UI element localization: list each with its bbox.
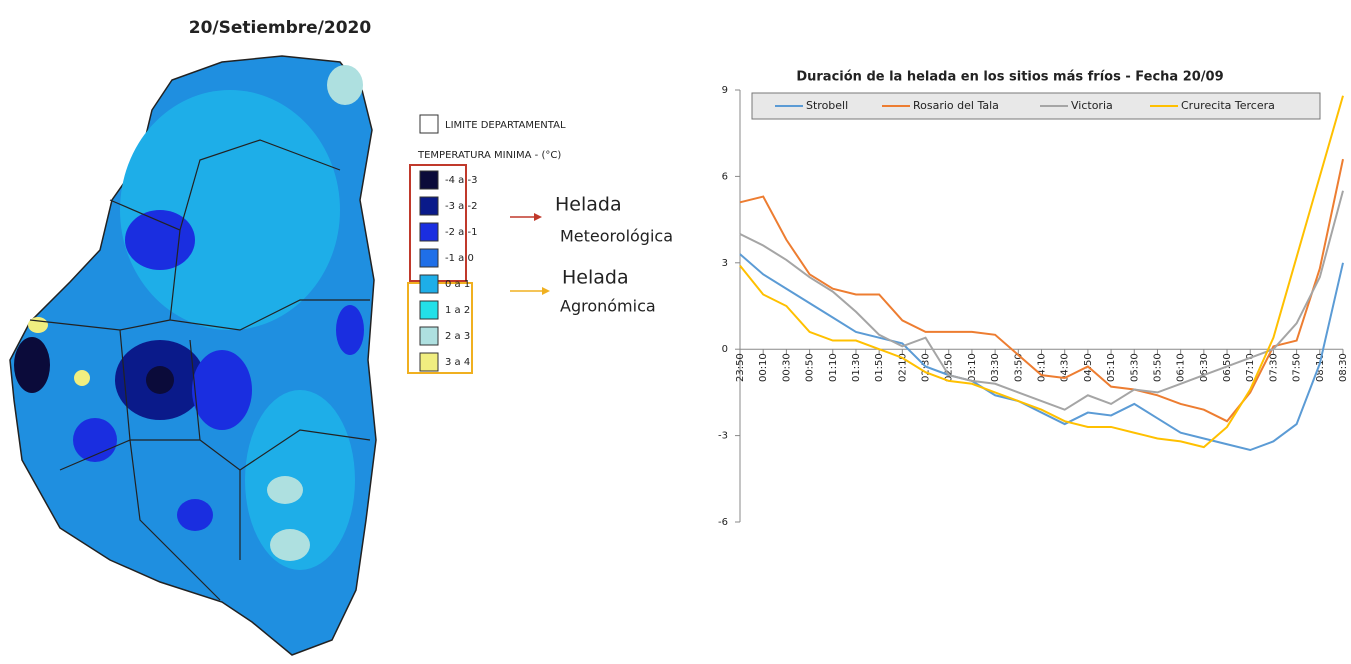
annotation: Helada <box>562 267 629 289</box>
zone <box>120 90 340 330</box>
zone <box>125 210 195 270</box>
x-tick-label: 03:50 <box>1013 353 1024 382</box>
x-tick-label: 00:10 <box>758 353 769 382</box>
class-label: -2 a -1 <box>445 227 477 238</box>
map <box>9 55 377 656</box>
zone <box>28 317 48 333</box>
class-swatch <box>419 248 439 268</box>
x-tick-label: 01:50 <box>874 353 885 382</box>
series-line <box>739 190 1344 411</box>
x-tick-label: 08:30 <box>1338 353 1349 382</box>
legend-border-label: LIMITE DEPARTAMENTAL <box>445 120 566 131</box>
map-title: 20/Setiembre/2020 <box>189 18 372 38</box>
x-tick-label: 00:50 <box>805 353 816 382</box>
x-tick-label: 03:10 <box>967 353 978 382</box>
chart-title: Duración de la helada en los sitios más … <box>796 70 1223 85</box>
x-tick-label: 06:50 <box>1222 353 1233 382</box>
legend-title: TEMPERATURA MINIMA - (°C) <box>417 150 561 161</box>
x-tick-label: 02:10 <box>897 353 908 382</box>
zone <box>14 337 50 393</box>
legend-label: Victoria <box>1071 99 1113 112</box>
zone <box>73 418 117 462</box>
legend-label: Strobell <box>806 99 848 112</box>
annotation: Helada <box>555 194 622 216</box>
annotation: Agronómica <box>560 297 656 316</box>
zone <box>177 499 213 531</box>
arrow-head <box>534 213 542 221</box>
x-tick-label: 07:50 <box>1292 353 1303 382</box>
class-swatch <box>419 196 439 216</box>
y-tick-label: -3 <box>718 431 728 442</box>
zone <box>327 65 363 105</box>
class-label: 3 a 4 <box>445 357 470 368</box>
x-tick-label: 05:10 <box>1106 353 1117 382</box>
class-swatch <box>419 300 439 320</box>
series-line <box>739 253 1344 452</box>
class-swatch <box>419 222 439 242</box>
class-label: -4 a -3 <box>445 175 477 186</box>
class-swatch <box>419 352 439 372</box>
class-swatch <box>419 274 439 294</box>
arrow-head <box>542 287 550 295</box>
x-tick-label: 01:30 <box>851 353 862 382</box>
zone <box>336 305 364 355</box>
zone <box>270 529 310 561</box>
series-line <box>739 95 1344 449</box>
y-tick-label: 0 <box>722 344 728 355</box>
border-swatch <box>419 114 439 134</box>
y-tick-label: 6 <box>722 171 728 182</box>
zone <box>192 350 252 430</box>
class-label: 1 a 2 <box>445 305 470 316</box>
legend-box <box>751 92 1321 120</box>
x-tick-label: 04:10 <box>1037 353 1048 382</box>
zone <box>74 370 90 386</box>
annotation: Meteorológica <box>560 227 673 246</box>
class-swatch <box>419 170 439 190</box>
x-tick-label: 07:10 <box>1245 353 1256 382</box>
class-label: -3 a -2 <box>445 201 477 212</box>
y-tick-label: -6 <box>718 517 728 528</box>
x-tick-label: 02:50 <box>944 353 955 382</box>
x-tick-label: 05:30 <box>1129 353 1140 382</box>
x-tick-label: 03:30 <box>990 353 1001 382</box>
x-tick-label: 01:10 <box>828 353 839 382</box>
x-tick-label: 23:50 <box>735 353 746 382</box>
class-label: 2 a 3 <box>445 331 470 342</box>
x-tick-label: 05:50 <box>1152 353 1163 382</box>
class-swatch <box>419 326 439 346</box>
department-borders <box>29 139 371 601</box>
zone <box>245 390 355 570</box>
x-tick-label: 07:30 <box>1268 353 1279 382</box>
class-label: 0 a 1 <box>445 279 470 290</box>
x-tick-label: 04:30 <box>1060 353 1071 382</box>
zone <box>146 366 174 394</box>
agro-box <box>407 282 473 374</box>
x-tick-label: 06:10 <box>1176 353 1187 382</box>
x-tick-label: 06:30 <box>1199 353 1210 382</box>
class-label: -1 a 0 <box>445 253 474 264</box>
x-tick-label: 08:10 <box>1315 353 1326 382</box>
x-tick-label: 00:30 <box>781 353 792 382</box>
y-tick-label: 3 <box>722 258 728 269</box>
y-tick-label: 9 <box>722 85 728 96</box>
legend-label: Crurecita Tercera <box>1181 99 1275 112</box>
zone <box>267 476 303 504</box>
legend-label: Rosario del Tala <box>913 99 999 112</box>
